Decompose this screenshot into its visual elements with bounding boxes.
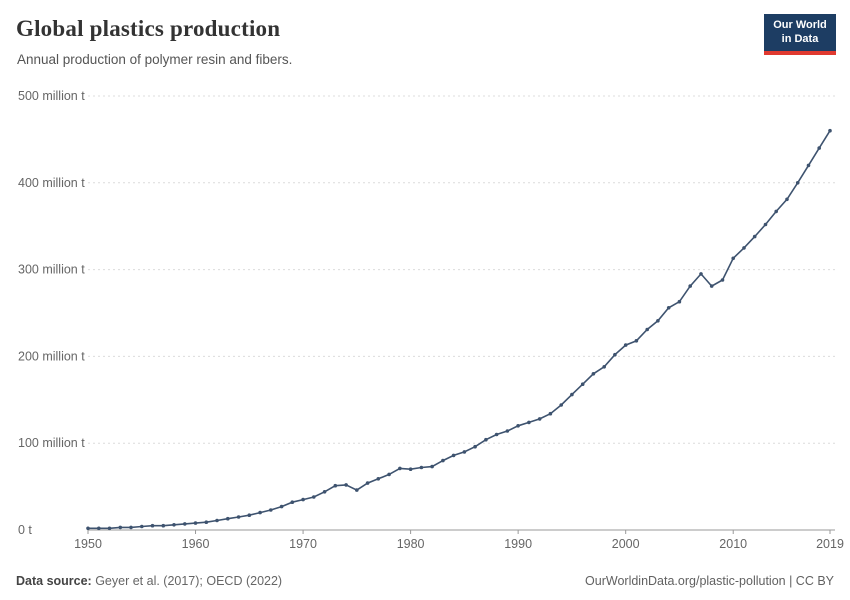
chart-footer: Data source: Geyer et al. (2017); OECD (… bbox=[0, 566, 850, 600]
owid-logo-line2: in Data bbox=[781, 32, 819, 45]
svg-text:1980: 1980 bbox=[397, 537, 425, 551]
line-chart: 0 t 100 million t 200 million t 300 million… bbox=[18, 89, 844, 551]
svg-text:0 t: 0 t bbox=[18, 523, 32, 537]
svg-text:1970: 1970 bbox=[289, 537, 317, 551]
chart-subtitle: Annual production of polymer resin and f… bbox=[17, 52, 293, 67]
owid-logo: Our World in Data bbox=[764, 14, 836, 55]
svg-text:2019: 2019 bbox=[816, 537, 844, 551]
data-source-note: Data source: Geyer et al. (2017); OECD (… bbox=[16, 574, 282, 588]
owid-logo-line1: Our World bbox=[773, 19, 827, 31]
svg-text:1990: 1990 bbox=[504, 537, 532, 551]
svg-text:1960: 1960 bbox=[182, 537, 210, 551]
data-source-text: Geyer et al. (2017); OECD (2022) bbox=[91, 574, 283, 588]
svg-text:500 million t: 500 million t bbox=[18, 89, 85, 103]
data-source-label: Data source: bbox=[16, 574, 92, 588]
owid-url-link[interactable]: OurWorldinData.org/plastic-pollution | C… bbox=[585, 574, 834, 588]
chart-header: Global plastics production Annual produc… bbox=[0, 0, 850, 80]
svg-text:2010: 2010 bbox=[719, 537, 747, 551]
svg-text:400 million t: 400 million t bbox=[18, 176, 85, 190]
svg-text:200 million t: 200 million t bbox=[18, 349, 85, 363]
svg-text:300 million t: 300 million t bbox=[18, 263, 85, 277]
svg-text:2000: 2000 bbox=[612, 537, 640, 551]
chart-title: Global plastics production bbox=[16, 16, 281, 41]
svg-text:100 million t: 100 million t bbox=[18, 436, 85, 450]
svg-text:1950: 1950 bbox=[74, 537, 102, 551]
